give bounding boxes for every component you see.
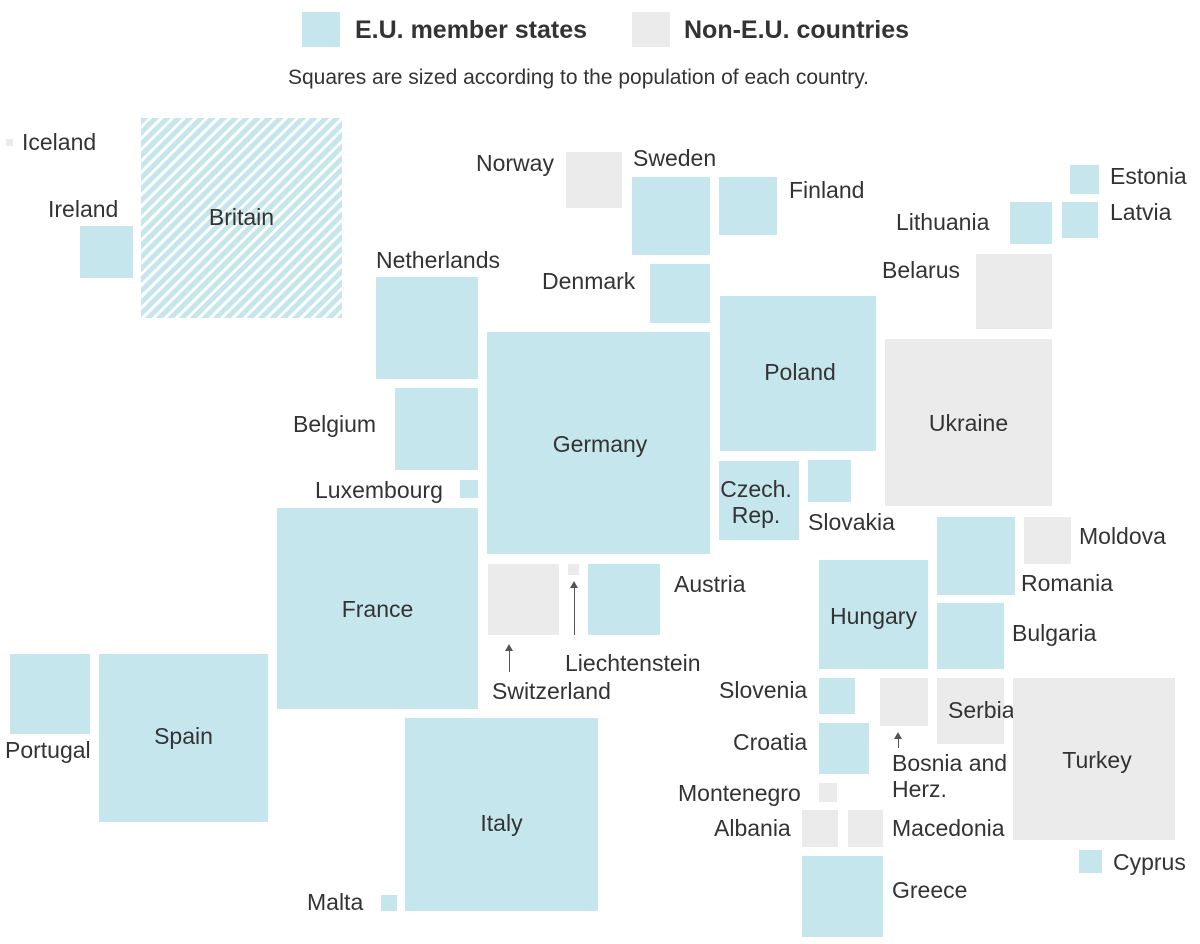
- square-greece: [802, 856, 883, 937]
- label-belgium: Belgium: [293, 411, 377, 437]
- label-belarus: Belarus: [882, 257, 960, 283]
- label-estonia: Estonia: [1110, 163, 1187, 189]
- square-ireland: [80, 226, 133, 278]
- square-romania: [937, 517, 1015, 595]
- label-romania: Romania: [1021, 570, 1114, 596]
- arrow-liechtenstein: [570, 581, 578, 635]
- label-italy: Italy: [480, 810, 523, 836]
- label-germany: Germany: [552, 431, 648, 457]
- label-hungary: Hungary: [830, 603, 917, 629]
- square-iceland: [6, 139, 13, 146]
- label-ireland: Ireland: [48, 196, 119, 222]
- label-slovakia: Slovakia: [808, 509, 895, 535]
- square-serbia: [937, 678, 1004, 744]
- label-bosnia-and-herz-text: Bosnia and Herz.: [892, 750, 1008, 802]
- arrow-bosnia-and-herz: [894, 732, 902, 748]
- square-germany: [487, 332, 710, 554]
- label-cyprus: Cyprus: [1113, 849, 1186, 875]
- label-poland: Poland: [764, 359, 836, 385]
- label-czech-rep-text: Czech. Rep.: [720, 476, 792, 528]
- square-ukraine: [885, 339, 1052, 506]
- square-italy: [405, 718, 598, 911]
- label-spain: Spain: [154, 723, 213, 749]
- square-norway: [566, 152, 622, 208]
- label-liechtenstein: Liechtenstein: [565, 650, 701, 676]
- square-bulgaria: [937, 603, 1004, 669]
- square-belarus: [976, 254, 1052, 329]
- square-slovakia: [808, 460, 851, 502]
- label-latvia: Latvia: [1110, 199, 1172, 225]
- label-turkey: Turkey: [1062, 747, 1132, 773]
- label-britain: Britain: [208, 204, 275, 230]
- label-portugal: Portugal: [5, 737, 91, 763]
- legend-non-eu-swatch: [632, 12, 670, 47]
- square-turkey: [1013, 678, 1175, 840]
- square-belgium: [395, 388, 478, 470]
- label-luxembourg: Luxembourg: [315, 477, 443, 503]
- square-montenegro: [819, 783, 837, 802]
- label-austria: Austria: [674, 571, 746, 597]
- label-norway: Norway: [476, 150, 554, 176]
- square-switzerland: [488, 564, 559, 635]
- label-sweden: Sweden: [633, 145, 717, 171]
- square-france: [277, 508, 478, 709]
- square-liechtenstein: [568, 564, 579, 575]
- square-denmark: [650, 264, 710, 323]
- square-malta: [381, 895, 397, 911]
- label-malta: Malta: [307, 889, 364, 915]
- square-estonia: [1070, 165, 1099, 194]
- square-slovenia: [819, 678, 855, 714]
- label-bosnia-and-herz: Bosnia and Herz.: [892, 750, 1012, 802]
- label-denmark: Denmark: [542, 268, 636, 294]
- square-albania: [802, 810, 838, 847]
- square-croatia: [819, 723, 869, 774]
- label-netherlands: Netherlands: [376, 247, 501, 273]
- label-slovenia: Slovenia: [719, 677, 808, 703]
- square-finland: [719, 177, 777, 235]
- square-lithuania: [1010, 202, 1052, 244]
- legend-eu-label: E.U. member states: [355, 16, 588, 44]
- label-iceland: Iceland: [22, 129, 97, 155]
- square-luxembourg: [460, 480, 478, 498]
- arrow-switzerland: [505, 644, 513, 672]
- legend-eu-swatch: [302, 12, 340, 47]
- label-france: France: [341, 596, 414, 622]
- square-poland: [720, 296, 876, 451]
- label-czech-rep: Czech. Rep.: [712, 476, 800, 528]
- label-macedonia: Macedonia: [892, 815, 1005, 841]
- label-albania: Albania: [714, 815, 791, 841]
- label-croatia: Croatia: [733, 729, 808, 755]
- label-ukraine: Ukraine: [928, 410, 1009, 436]
- label-lithuania: Lithuania: [896, 209, 990, 235]
- square-spain: [99, 654, 268, 822]
- square-sweden: [632, 177, 710, 255]
- label-serbia: Serbia: [948, 697, 1015, 723]
- square-cyprus: [1079, 850, 1102, 873]
- label-greece: Greece: [892, 877, 968, 903]
- square-latvia: [1062, 202, 1098, 238]
- square-czech-rep: [719, 461, 799, 540]
- square-hungary: [819, 560, 928, 669]
- square-macedonia: [848, 810, 883, 847]
- square-portugal: [10, 654, 90, 734]
- square-bosnia-and-herz: [880, 678, 928, 726]
- label-switzerland: Switzerland: [492, 678, 611, 704]
- label-moldova: Moldova: [1079, 523, 1166, 549]
- square-britain: [141, 118, 342, 318]
- label-bulgaria: Bulgaria: [1012, 620, 1097, 646]
- square-austria: [588, 564, 660, 635]
- subtitle: Squares are sized according to the popul…: [288, 66, 869, 89]
- legend-non-eu-label: Non-E.U. countries: [684, 16, 910, 44]
- square-netherlands: [376, 277, 478, 379]
- label-montenegro: Montenegro: [678, 780, 801, 806]
- label-finland: Finland: [789, 177, 865, 203]
- square-moldova: [1024, 517, 1071, 564]
